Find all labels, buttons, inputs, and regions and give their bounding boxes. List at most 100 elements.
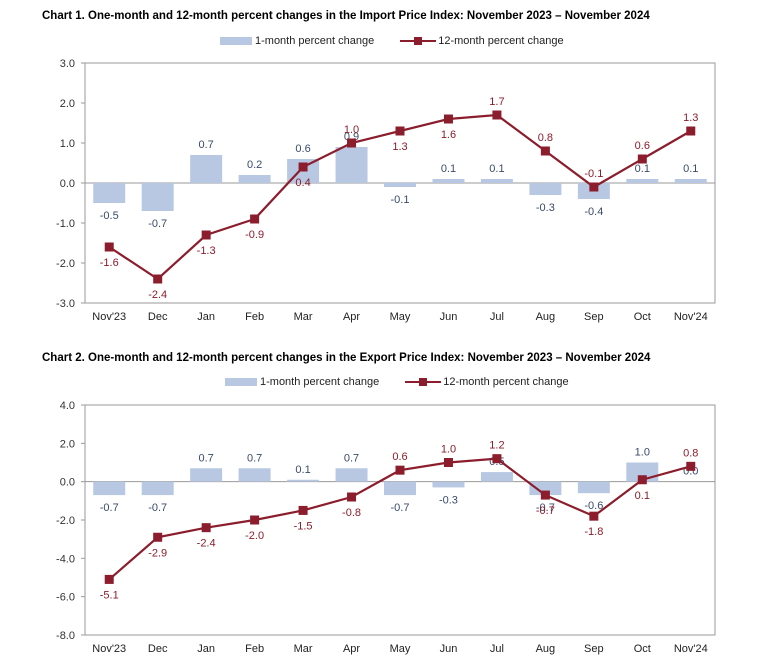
chart2-line-label: 0.1 — [635, 490, 650, 502]
chart2-bar-label: 0.1 — [295, 464, 310, 476]
chart2-line-label: 0.6 — [392, 451, 407, 463]
chart1-x-tick-label: May — [390, 311, 411, 323]
chart2-line-label: -1.5 — [294, 520, 313, 532]
chart1-x-tick-label: Apr — [343, 311, 360, 323]
chart2-bar-Dec — [141, 481, 174, 496]
chart2-line-marker-Apr — [347, 492, 357, 502]
chart1-bar-label: 0.6 — [295, 143, 310, 155]
legend-line-label: 12-month percent change — [443, 376, 569, 388]
chart2-bar-label: -0.7 — [100, 502, 119, 514]
chart1-bar-Dec — [141, 183, 174, 211]
chart2-line-label: -2.4 — [197, 538, 216, 550]
chart1-line-marker-Dec — [153, 274, 163, 284]
chart1-x-tick-label: Feb — [245, 311, 264, 323]
chart1-line-label: 0.8 — [538, 132, 553, 144]
chart1-line-marker-Mar — [298, 162, 308, 172]
chart2-line-marker-Aug — [540, 490, 550, 500]
legend-bar-label: 1-month percent change — [255, 35, 375, 47]
chart2-x-tick-label: Sep — [584, 643, 604, 655]
chart1-line-marker-Oct — [637, 154, 647, 164]
legend-bar-swatch — [225, 378, 257, 386]
chart1-line-marker-May — [395, 126, 405, 136]
chart1-bar-Jun — [432, 179, 465, 183]
chart2-line-label: -1.8 — [584, 526, 603, 538]
chart2-line-label: -0.7 — [536, 505, 555, 517]
chart1-x-tick-label: Mar — [294, 311, 313, 323]
chart1-line-label: 1.0 — [344, 124, 359, 136]
chart2-bar-Aug — [529, 481, 562, 496]
chart2-line-marker-Jul — [492, 454, 502, 464]
chart1-x-tick-label: Aug — [536, 311, 556, 323]
chart2-x-tick-label: Oct — [634, 643, 651, 655]
chart1-line-label: -1.6 — [100, 257, 119, 269]
chart1-line-label: -2.4 — [148, 289, 167, 301]
chart1-line-marker-Aug — [540, 146, 550, 156]
chart1-bar-label: -0.4 — [584, 206, 603, 218]
chart2-bar-label: 0.7 — [344, 452, 359, 464]
chart1-x-tick-label: Nov'24 — [674, 311, 708, 323]
chart2-line-label: 1.2 — [489, 440, 504, 452]
chart1-line-marker-Nov'23 — [104, 242, 114, 252]
chart2-y-tick-label: -2.0 — [56, 515, 75, 527]
chart2-y-tick-label: -6.0 — [56, 592, 75, 604]
chart1-bar-label: -0.7 — [148, 218, 167, 230]
chart2-bar-label: 0.7 — [247, 452, 262, 464]
chart1-bar-label: -0.3 — [536, 202, 555, 214]
chart2-x-tick-label: Jul — [490, 643, 504, 655]
chart2-line-marker-Mar — [298, 505, 308, 515]
chart2-bar-Jun — [432, 481, 465, 488]
chart2-bar-Mar — [287, 479, 320, 482]
chart2-line-marker-Oct — [637, 475, 647, 485]
legend-line-label: 12-month percent change — [438, 35, 564, 47]
chart1-y-tick-label: -1.0 — [56, 218, 75, 230]
legend-bar-swatch — [220, 37, 252, 45]
chart1-bar-label: 0.1 — [489, 163, 504, 175]
chart1-line-label: 1.7 — [489, 96, 504, 108]
chart1-bar-Apr — [335, 147, 368, 183]
chart1-line-marker-Jan — [201, 230, 211, 240]
chart1-line-label: 0.4 — [295, 177, 310, 189]
chart1-line-marker-Jul — [492, 110, 502, 120]
chart2-title: Chart 2. One-month and 12-month percent … — [42, 352, 651, 364]
chart1-x-tick-label: Jan — [197, 311, 215, 323]
chart2-x-tick-label: Nov'23 — [92, 643, 126, 655]
chart2-x-tick-label: Jan — [197, 643, 215, 655]
chart2-x-tick-label: Jun — [440, 643, 458, 655]
chart2-x-tick-label: Aug — [536, 643, 556, 655]
chart1-y-tick-label: -2.0 — [56, 258, 75, 270]
chart2-y-tick-label: 4.0 — [60, 400, 75, 412]
chart2-bar-label: 0.7 — [199, 452, 214, 464]
chart2-line-marker-Nov'23 — [104, 574, 114, 584]
chart2-y-tick-label: 0.0 — [60, 477, 75, 489]
chart1-bar-Nov'24 — [674, 179, 707, 183]
chart2-plot-frame — [84, 404, 716, 636]
chart2-bar-label: -0.7 — [148, 502, 167, 514]
chart1-x-tick-label: Nov'23 — [92, 311, 126, 323]
chart1-line-label: 1.3 — [683, 112, 698, 124]
chart1-bar-Nov'23 — [93, 183, 126, 203]
chart2-bar-label: -0.3 — [439, 494, 458, 506]
chart1-x-tick-label: Oct — [634, 311, 651, 323]
chart2-y-tick-label: -4.0 — [56, 553, 75, 565]
chart1-x-tick-label: Dec — [148, 311, 168, 323]
chart1-x-tick-label: Jun — [440, 311, 458, 323]
chart2-line-label: 0.8 — [683, 447, 698, 459]
chart2-x-tick-label: Dec — [148, 643, 168, 655]
chart1-bar-label: 0.1 — [683, 163, 698, 175]
legend-line-swatch — [405, 377, 442, 387]
chart2-line-label: -2.0 — [245, 530, 264, 542]
chart1-bar-label: 0.1 — [635, 163, 650, 175]
chart1-bar-May — [384, 183, 416, 187]
chart1-bar-label: 0.2 — [247, 159, 262, 171]
chart1-legend: 1-month percent change 12-month percent … — [220, 35, 564, 47]
chart2-line-marker-Jun — [443, 458, 453, 467]
chart1-x-tick-label: Sep — [584, 311, 604, 323]
chart2-bar-Jul — [480, 472, 513, 482]
chart1-bar-Aug — [529, 183, 562, 195]
chart2-line-marker-Feb — [250, 515, 260, 525]
chart1-line-marker-Sep — [589, 182, 599, 192]
chart1-line-marker-Apr — [347, 138, 357, 148]
chart2-line-marker-Nov'24 — [686, 461, 696, 471]
chart2-x-tick-label: May — [390, 643, 411, 655]
